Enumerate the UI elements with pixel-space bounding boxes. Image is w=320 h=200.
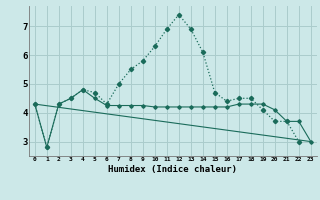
X-axis label: Humidex (Indice chaleur): Humidex (Indice chaleur)	[108, 165, 237, 174]
